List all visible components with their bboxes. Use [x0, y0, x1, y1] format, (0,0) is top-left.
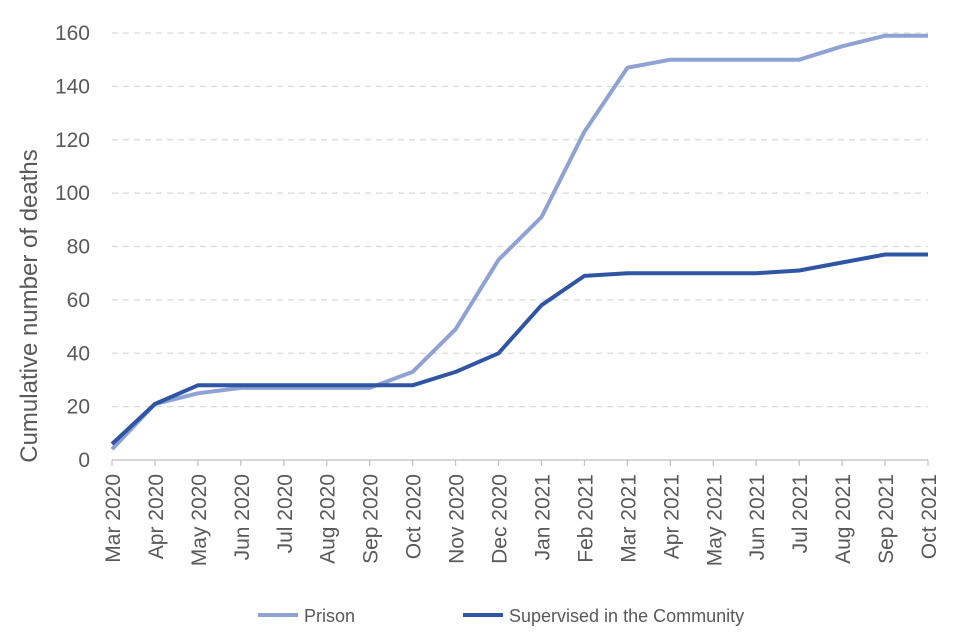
legend-label: Prison [304, 606, 355, 626]
y-tick-label: 160 [55, 22, 90, 45]
x-tick-label: Jun 2021 [746, 474, 769, 560]
x-tick-label: Jul 2021 [789, 474, 812, 553]
y-tick-label: 20 [67, 396, 90, 419]
y-tick-label: 40 [67, 342, 90, 365]
x-axis-ticks: Mar 2020 Apr 2020 May 2020 Jun 2020 Jul 2020… [102, 460, 941, 566]
x-tick-label: Feb 2021 [574, 474, 597, 563]
y-tick-label: 120 [55, 129, 90, 152]
x-tick-label: Mar 2021 [617, 474, 640, 563]
x-tick-label: Mar 2020 [102, 474, 125, 563]
x-tick-label: Sep 2020 [360, 474, 383, 564]
legend-label: Supervised in the Community [509, 606, 744, 626]
x-tick-label: May 2020 [188, 474, 211, 566]
x-tick-label: May 2021 [703, 474, 726, 566]
x-tick-label: Apr 2021 [660, 474, 683, 559]
y-tick-label: 80 [67, 236, 90, 259]
series-line [110, 252, 928, 446]
y-axis-ticks: 0 20 40 60 80 100 120 140 160 [55, 22, 90, 472]
series-lines [110, 33, 928, 451]
x-tick-label: Jul 2020 [274, 474, 297, 553]
x-tick-label: Apr 2020 [145, 474, 168, 559]
gridlines [112, 32, 928, 461]
x-tick-label: Oct 2021 [918, 474, 941, 559]
y-axis-label: Cumulative number of deaths [16, 149, 43, 463]
y-tick-label: 60 [67, 289, 90, 312]
x-tick-label: Nov 2020 [446, 474, 469, 564]
x-tick-label: Jun 2020 [231, 474, 254, 560]
x-tick-label: Jan 2021 [531, 474, 554, 560]
y-tick-label: 140 [55, 75, 90, 98]
legend: Prison Supervised in the Community [258, 606, 744, 626]
y-tick-label: 0 [78, 449, 90, 472]
x-tick-label: Aug 2021 [832, 474, 855, 564]
series-line [110, 33, 928, 451]
x-tick-label: Sep 2021 [875, 474, 898, 564]
x-tick-label: Aug 2020 [317, 474, 340, 564]
x-tick-label: Oct 2020 [403, 474, 426, 559]
y-tick-label: 100 [55, 182, 90, 205]
x-tick-label: Dec 2020 [489, 474, 512, 564]
